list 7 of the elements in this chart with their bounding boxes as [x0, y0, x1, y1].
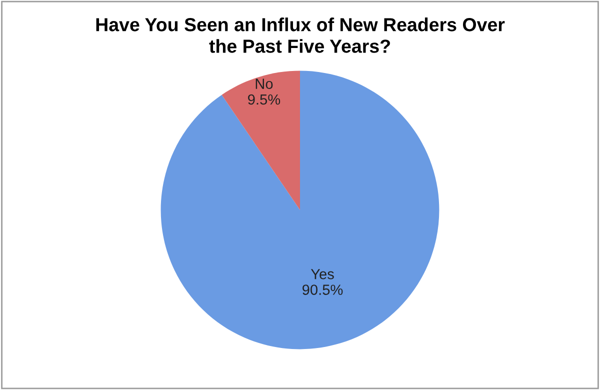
pie-slice: [222, 70, 300, 210]
data-label: 90.5%: [302, 284, 343, 295]
slice-label: Yes: [310, 269, 334, 280]
pie-slice: [160, 70, 440, 350]
data-label: 9.5%: [248, 94, 280, 105]
chart-title: Have You Seen an Influx of New Readers Over the Past Five Years?: [96, 18, 505, 53]
slice-label: No: [256, 78, 273, 89]
